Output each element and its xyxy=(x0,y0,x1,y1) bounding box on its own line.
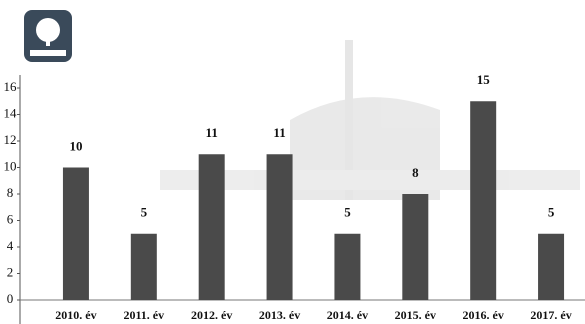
logo xyxy=(24,10,72,62)
y-tick-label: 16 xyxy=(4,79,18,94)
x-tick-label: 2013. év xyxy=(259,308,300,322)
bar xyxy=(402,194,429,300)
y-tick-label: 12 xyxy=(4,132,17,147)
bar xyxy=(266,154,293,300)
y-tick-label: 14 xyxy=(4,105,18,120)
data-label: 15 xyxy=(477,72,491,87)
bar xyxy=(130,233,157,300)
y-tick-label: 6 xyxy=(7,211,14,226)
bar xyxy=(470,101,497,300)
data-label: 5 xyxy=(141,205,148,220)
data-label: 11 xyxy=(273,125,285,140)
x-tick-label: 2017. év xyxy=(530,308,571,322)
y-tick-label: 10 xyxy=(4,158,17,173)
bar xyxy=(62,167,89,300)
data-label: 11 xyxy=(206,125,218,140)
data-label: 10 xyxy=(69,138,82,153)
x-tick-label: 2015. év xyxy=(395,308,436,322)
y-tick-label: 2 xyxy=(7,264,14,279)
x-tick-label: 2014. év xyxy=(327,308,368,322)
x-tick-label: 2016. év xyxy=(463,308,504,322)
y-tick-label: 0 xyxy=(7,291,14,306)
x-tick-label: 2012. év xyxy=(191,308,232,322)
bar xyxy=(538,233,565,300)
x-tick-label: 2011. év xyxy=(123,308,164,322)
bar xyxy=(334,233,361,300)
x-tick-label: 2010. év xyxy=(55,308,96,322)
y-tick-label: 8 xyxy=(7,185,14,200)
data-label: 5 xyxy=(548,205,555,220)
bar xyxy=(198,154,225,300)
data-label: 5 xyxy=(344,205,351,220)
y-tick-label: 4 xyxy=(7,238,14,253)
data-label: 8 xyxy=(412,165,419,180)
